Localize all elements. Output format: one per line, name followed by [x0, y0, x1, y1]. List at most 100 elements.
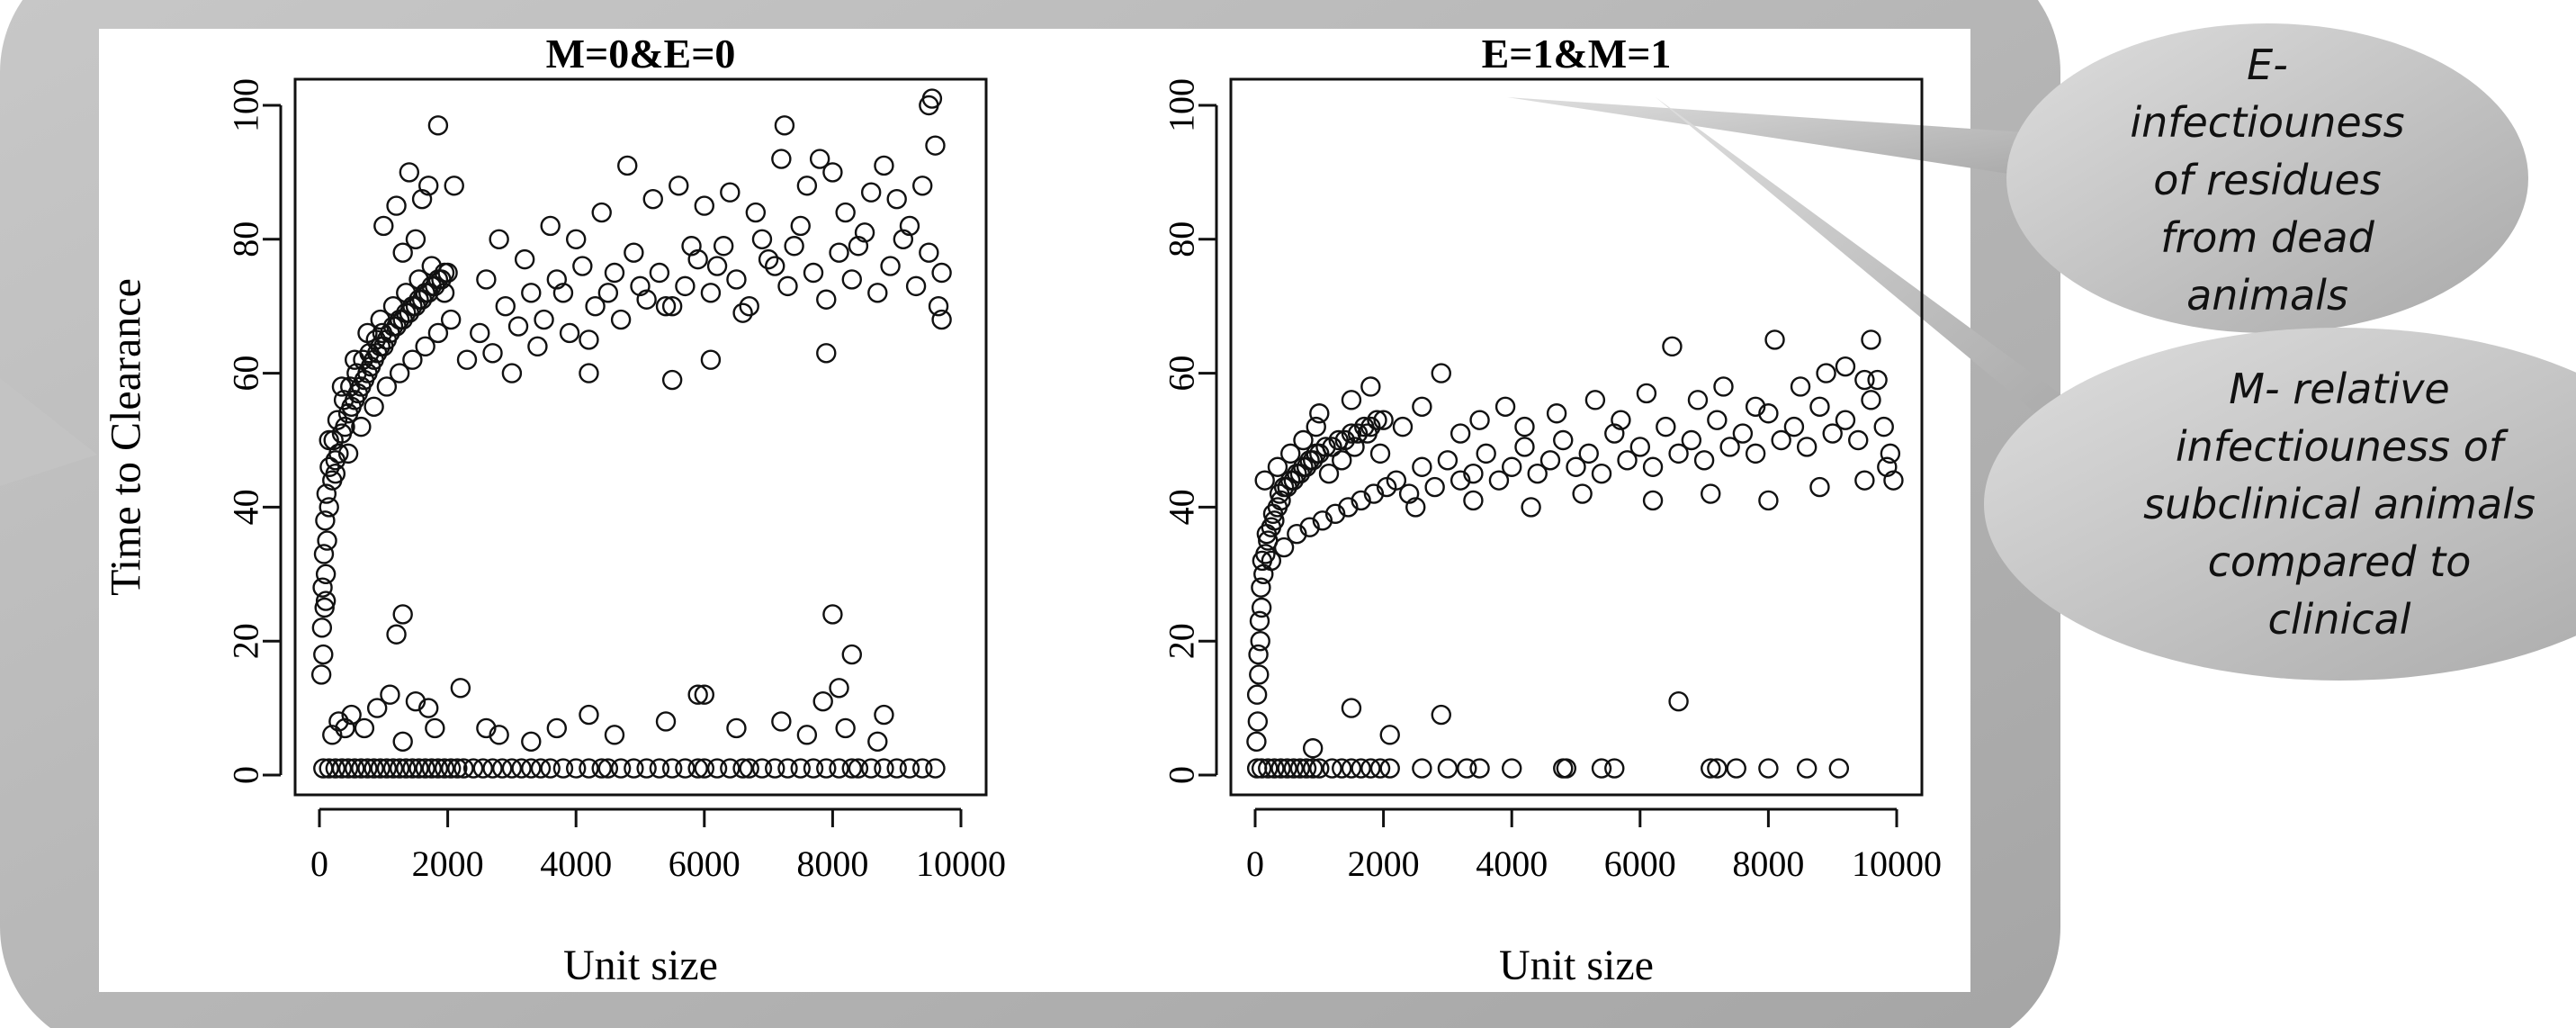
data-point: [514, 248, 535, 270]
data-point: [1591, 758, 1612, 779]
data-point: [874, 155, 894, 176]
data-point: [521, 758, 542, 779]
data-point: [1880, 443, 1901, 464]
data-point: [610, 309, 632, 330]
m-callout-line: clinical: [2267, 595, 2411, 644]
data-point: [1360, 758, 1381, 779]
data-point: [399, 162, 420, 183]
data-point: [899, 215, 920, 237]
data-point: [1283, 758, 1304, 779]
data-point: [444, 176, 464, 196]
data-point: [591, 758, 612, 779]
data-point: [1514, 437, 1535, 457]
data-point: [482, 343, 503, 364]
data-point: [418, 176, 439, 196]
data-point: [552, 758, 574, 779]
data-point: [777, 275, 798, 297]
data-point: [579, 329, 599, 350]
data-point: [751, 229, 773, 249]
data-point: [835, 717, 856, 739]
x-tick-label: 6000: [669, 843, 740, 884]
data-point: [928, 296, 949, 317]
e-callout-line: infectiouness: [2130, 98, 2405, 147]
y-tick-label: 0: [1162, 766, 1202, 784]
data-point: [1553, 429, 1574, 451]
data-point: [1758, 758, 1779, 779]
data-point: [1488, 470, 1510, 491]
data-point: [345, 349, 365, 370]
data-point: [642, 188, 663, 210]
data-point: [1270, 490, 1291, 511]
y-tick-label: 100: [1162, 78, 1202, 132]
data-point: [440, 309, 462, 330]
data-point: [713, 236, 734, 257]
data-point: [1309, 443, 1330, 464]
data-point: [1254, 470, 1275, 491]
data-point: [1572, 483, 1593, 504]
data-point: [559, 322, 580, 344]
data-point: [1347, 423, 1369, 444]
data-point: [1539, 450, 1561, 471]
data-point: [357, 322, 378, 344]
data-point: [687, 758, 708, 779]
y-tick-label: 60: [1162, 356, 1202, 392]
data-point: [925, 135, 946, 156]
data-point: [1302, 758, 1324, 779]
data-point: [1642, 456, 1664, 477]
data-point: [1732, 423, 1754, 444]
data-point: [421, 758, 442, 779]
e-callout-bubble: [2006, 23, 2528, 333]
data-point: [1469, 410, 1490, 430]
x-axis-label: Unit size: [563, 942, 718, 989]
data-point: [774, 115, 795, 136]
m-callout-line: infectiouness of: [2175, 422, 2504, 471]
data-point: [1302, 738, 1324, 759]
data-point: [822, 162, 843, 183]
data-point: [624, 758, 644, 779]
data-point: [899, 758, 920, 779]
data-point: [604, 725, 625, 745]
data-point: [661, 758, 683, 779]
data-point: [447, 758, 468, 779]
x-tick-label: 0: [310, 843, 328, 884]
data-point: [319, 758, 339, 779]
data-point: [1246, 684, 1268, 705]
data-point: [1687, 390, 1709, 410]
data-point: [624, 242, 644, 263]
data-point: [841, 644, 862, 665]
data-point: [345, 758, 365, 779]
data-point: [706, 758, 728, 779]
data-point: [790, 215, 811, 237]
data-point: [1514, 416, 1535, 437]
data-point: [848, 236, 869, 257]
data-point: [434, 283, 455, 303]
data-point: [675, 275, 696, 297]
data-point: [1324, 503, 1346, 525]
data-point: [392, 604, 413, 625]
data-point: [418, 698, 439, 718]
data-point: [597, 758, 619, 779]
data-point: [315, 591, 337, 611]
data-point: [1450, 470, 1471, 491]
data-point: [1312, 510, 1333, 531]
data-point: [816, 758, 837, 779]
data-point: [1360, 376, 1381, 397]
data-point: [572, 256, 593, 276]
data-point: [1556, 758, 1577, 779]
data-point: [732, 758, 753, 779]
data-point: [1293, 429, 1314, 451]
plot-area: [99, 29, 1970, 992]
data-point: [386, 195, 407, 216]
y-tick-label: 100: [226, 78, 266, 132]
data-point: [1341, 698, 1362, 718]
data-point: [312, 577, 333, 598]
data-point: [540, 215, 561, 237]
data-point: [739, 296, 759, 317]
data-point: [809, 149, 830, 169]
data-point: [1251, 577, 1271, 598]
data-point: [540, 758, 561, 779]
data-point: [649, 262, 670, 284]
data-point: [1745, 443, 1766, 464]
data-point: [1379, 725, 1400, 745]
data-point: [1369, 758, 1391, 779]
